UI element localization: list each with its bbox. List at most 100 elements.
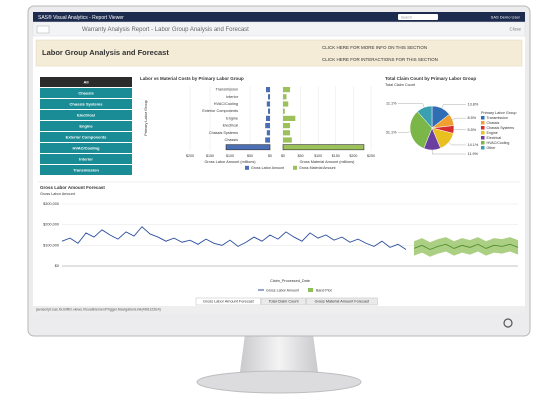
x-tick-label: $200 [186,154,194,158]
x-axis-label: Claim_Processed_Date [270,279,310,283]
tab[interactable] [306,297,378,306]
x-tick-label: $200 [349,154,357,158]
tab-label: Total Claim Count [269,300,300,304]
filter-button[interactable] [40,110,132,120]
filter-button[interactable] [40,132,132,142]
bar [283,123,291,129]
report-title: Warranty Analysis Report - Labor Group A… [82,27,249,33]
x-tick-label: $50 [247,154,253,158]
x-tick-label: $0 [281,154,285,158]
x-axis-label: Gross Labor Amount (millions) [204,160,256,164]
legend-swatch [245,165,249,170]
category-label: HVAC/Cooling [214,102,238,106]
chart-subtitle: Gross Labor Amount [40,192,76,196]
x-tick-label: $150 [332,154,340,158]
header-panel [35,39,523,67]
tab-label: Gross Labor Amount Forecast [203,300,255,304]
legend-label: Chassis Systems [487,126,515,130]
bar [283,130,291,136]
legend-label: Electrical [487,136,502,140]
x-tick-label: $150 [206,154,214,158]
data-label: 11.1% [386,102,397,106]
x-tick-label: $100 [314,154,322,158]
bar [283,101,289,107]
tab[interactable] [261,297,306,306]
pie-slice [417,105,433,129]
legend-label: Band Plot [316,288,332,292]
legend-swatch [481,126,485,130]
bar [265,137,270,143]
filter-label: Chassis [78,90,94,95]
legend-swatch [481,141,485,145]
legend-swatch [481,121,485,125]
close-button[interactable]: Close [509,27,521,32]
x-tick-label: $100 [226,154,234,158]
bar [268,94,270,100]
status-bar [33,306,525,313]
legend-title: Primary Labor Group [481,111,516,115]
status-text: javascript:sas.ltx.BIRD.views.VisualElem… [35,307,161,311]
info-link[interactable]: CLICK HERE FOR MORE INFO ON THIS SECTION [322,45,427,50]
leader-line [432,149,466,155]
x-axis-label: Gross Material Amount (millions) [300,160,356,164]
legend-label: Gross Labor Amount [251,166,284,170]
y-tick-label: $300,000 [43,202,59,206]
bar [283,94,287,100]
legend-label: Gross Labor Amount [266,288,299,292]
interactions-link[interactable]: CLICK HERE FOR INTERACTIONS FOR THIS SEC… [322,57,438,62]
bar [283,137,292,143]
filter-label: Transmission [73,167,99,172]
band-area [414,237,518,257]
bar [266,115,270,121]
filter-label: HVAC/Cooling [72,145,100,150]
filter-label: Electrical [77,112,95,117]
legend-label: Transmission [487,116,508,120]
chart-title: Total Claim Count by Primary Labor Group [385,76,476,81]
filter-button[interactable] [40,88,132,98]
filter-button[interactable] [40,154,132,164]
data-label: 13.8% [468,103,479,107]
search-box[interactable] [398,14,438,20]
legend-swatch [481,131,485,135]
leader-line [452,117,466,120]
legend-swatch [481,136,485,140]
leader-line [448,142,466,146]
menu-button[interactable] [36,25,50,34]
y-tick-label: $0 [55,264,59,268]
data-label: 8.5% [468,116,477,120]
legend-label: Other [487,146,497,150]
category-label: Transmission [216,88,238,92]
legend-swatch [293,165,297,170]
filter-label: Chassis Systems [70,101,104,106]
y-axis-label: Primary Labor Group [144,100,148,135]
app-title: SAS® Visual Analytics - Report Viewer [38,14,124,21]
tab[interactable] [195,297,261,306]
filter-button[interactable] [40,165,132,175]
chart-title: Labor vs Material Costs by Primary Labor… [140,76,244,81]
category-label: Exterior Components [202,109,238,113]
category-label: Engine [226,116,238,120]
legend-swatch [308,288,313,292]
user-name[interactable]: SAS Demo User [491,15,521,20]
category-label: Interior [226,95,239,99]
category-label: Electrical [223,124,239,128]
filter-label: Exterior Components [66,134,107,139]
filter-button[interactable] [40,99,132,109]
bar [282,144,365,151]
legend-swatch [481,116,485,120]
leader-line [398,131,411,133]
data-label: 31.1% [386,130,397,134]
filter-label: All [83,79,88,84]
category-label: Chassis Systems [209,131,238,135]
legend-swatch [481,146,485,150]
filter-button[interactable] [40,77,132,87]
filter-button[interactable] [40,143,132,153]
leader-line [441,104,466,109]
bar [225,144,271,151]
filter-button[interactable] [40,121,132,131]
x-tick-label: $250 [367,154,375,158]
bar [266,130,270,136]
legend-label: Gross Material Amount [299,166,336,170]
